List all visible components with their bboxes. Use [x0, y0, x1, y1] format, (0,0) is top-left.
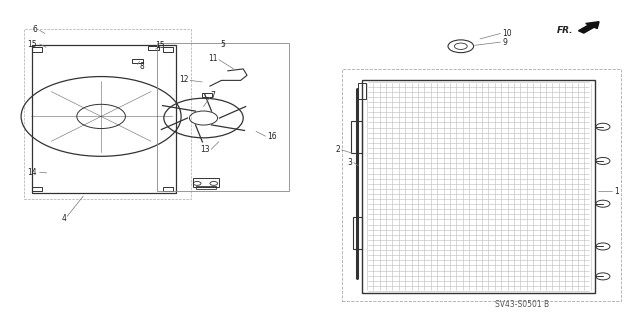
- Bar: [202, 93, 212, 97]
- Text: 11: 11: [208, 54, 217, 63]
- Text: SV43-S0501 B: SV43-S0501 B: [495, 300, 548, 309]
- Text: FR.: FR.: [557, 26, 573, 35]
- Bar: [32, 47, 42, 52]
- Bar: [163, 187, 173, 191]
- Bar: [148, 46, 159, 50]
- Text: 3: 3: [348, 158, 353, 167]
- Bar: [163, 47, 173, 52]
- Bar: [32, 45, 176, 193]
- Bar: [32, 187, 42, 191]
- Text: 14: 14: [28, 168, 37, 177]
- Bar: [353, 217, 362, 249]
- Text: 6: 6: [32, 25, 37, 34]
- Bar: [362, 80, 595, 293]
- Text: 15: 15: [28, 40, 37, 48]
- Text: 2: 2: [336, 145, 340, 154]
- Bar: [351, 121, 362, 153]
- Text: 5: 5: [220, 40, 225, 48]
- Bar: [193, 178, 219, 187]
- Bar: [358, 83, 366, 99]
- Bar: [196, 186, 216, 189]
- Bar: [157, 43, 289, 191]
- FancyArrow shape: [579, 22, 599, 33]
- Text: 10: 10: [502, 29, 512, 38]
- Text: 12: 12: [179, 75, 189, 84]
- Text: 15: 15: [156, 41, 165, 50]
- Text: 16: 16: [268, 132, 277, 141]
- Bar: [342, 69, 621, 301]
- Bar: [132, 59, 143, 63]
- Text: 1: 1: [614, 187, 619, 196]
- Bar: [24, 29, 191, 199]
- Text: 13: 13: [200, 145, 210, 154]
- Text: 4: 4: [61, 214, 67, 223]
- Text: 7: 7: [210, 91, 215, 100]
- Text: 9: 9: [502, 38, 508, 47]
- Text: 8: 8: [140, 62, 144, 70]
